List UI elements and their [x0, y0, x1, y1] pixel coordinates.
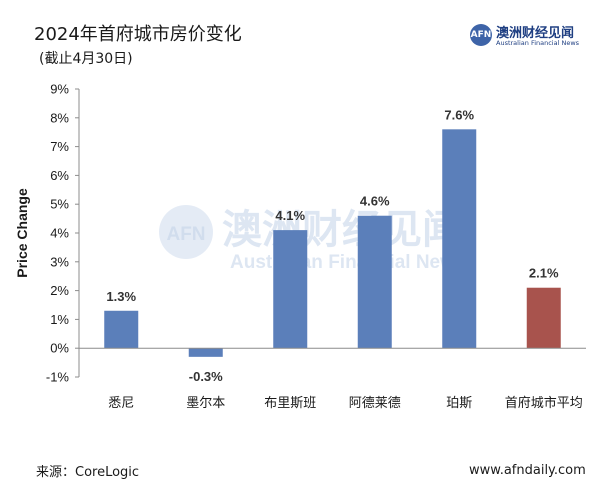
- y-tick-label: 7%: [50, 139, 69, 154]
- watermark-name-cn: 澳洲财经见闻: [222, 207, 462, 253]
- category-label: 首府城市平均: [505, 395, 583, 411]
- website-link[interactable]: www.afndaily.com: [469, 463, 586, 478]
- category-label: 阿德莱德: [349, 396, 401, 411]
- brand-name-cn: 澳洲财经见闻: [496, 26, 575, 41]
- y-tick-label: 4%: [50, 226, 69, 241]
- data-label: 4.1%: [275, 208, 305, 223]
- bar: [188, 348, 223, 357]
- source-note: 来源：CoreLogic: [36, 465, 140, 480]
- watermark-mark: AFN: [166, 224, 205, 245]
- bar: [442, 129, 477, 349]
- bars: 1.3% -0.3% 4.1% 4.6% 7.6% 2.1%: [104, 107, 561, 384]
- y-tick-label: 3%: [50, 254, 69, 269]
- data-label: 7.6%: [444, 107, 474, 122]
- brand-name-en: Australian Financial News: [496, 39, 580, 47]
- bar: [273, 230, 308, 349]
- y-tick-label: 8%: [50, 110, 69, 125]
- afn-logo-icon: AFN: [470, 24, 492, 46]
- y-tick-label: 1%: [50, 312, 69, 327]
- y-tick-label: 5%: [50, 197, 69, 212]
- bar: [526, 287, 561, 349]
- brand-logo: AFN 澳洲财经见闻 Australian Financial News: [470, 22, 590, 50]
- data-label: -0.3%: [189, 369, 223, 384]
- chart-subtitle: (截止4月30日): [39, 51, 133, 67]
- watermark-logo-icon: [159, 205, 213, 259]
- bar: [357, 215, 392, 349]
- y-axis: -1% 0% 1% 2% 3% 4% 5% 6% 7% 8% 9%: [46, 82, 80, 385]
- watermark: AFN 澳洲财经见闻 Australian Financial News: [159, 205, 465, 273]
- x-axis: 悉尼 墨尔本 布里斯班 阿德莱德 珀斯 首府城市平均: [79, 347, 586, 411]
- data-label: 1.3%: [106, 289, 136, 304]
- category-label: 悉尼: [108, 396, 134, 411]
- bar: [104, 310, 139, 349]
- category-label: 墨尔本: [186, 396, 225, 411]
- watermark-name-en: Australian Financial News: [230, 252, 465, 273]
- y-tick-label: 6%: [50, 168, 69, 183]
- category-label: 珀斯: [446, 396, 472, 411]
- data-label: 2.1%: [529, 266, 559, 281]
- y-axis-label: Price Change: [14, 188, 30, 278]
- chart-title: 2024年首府城市房价变化: [34, 24, 242, 45]
- y-tick-label: 9%: [50, 82, 69, 97]
- y-tick-label: 0%: [50, 341, 69, 356]
- category-label: 布里斯班: [264, 396, 316, 411]
- y-tick-label: 2%: [50, 283, 69, 298]
- y-tick-label: -1%: [46, 370, 70, 385]
- data-label: 4.6%: [360, 194, 390, 209]
